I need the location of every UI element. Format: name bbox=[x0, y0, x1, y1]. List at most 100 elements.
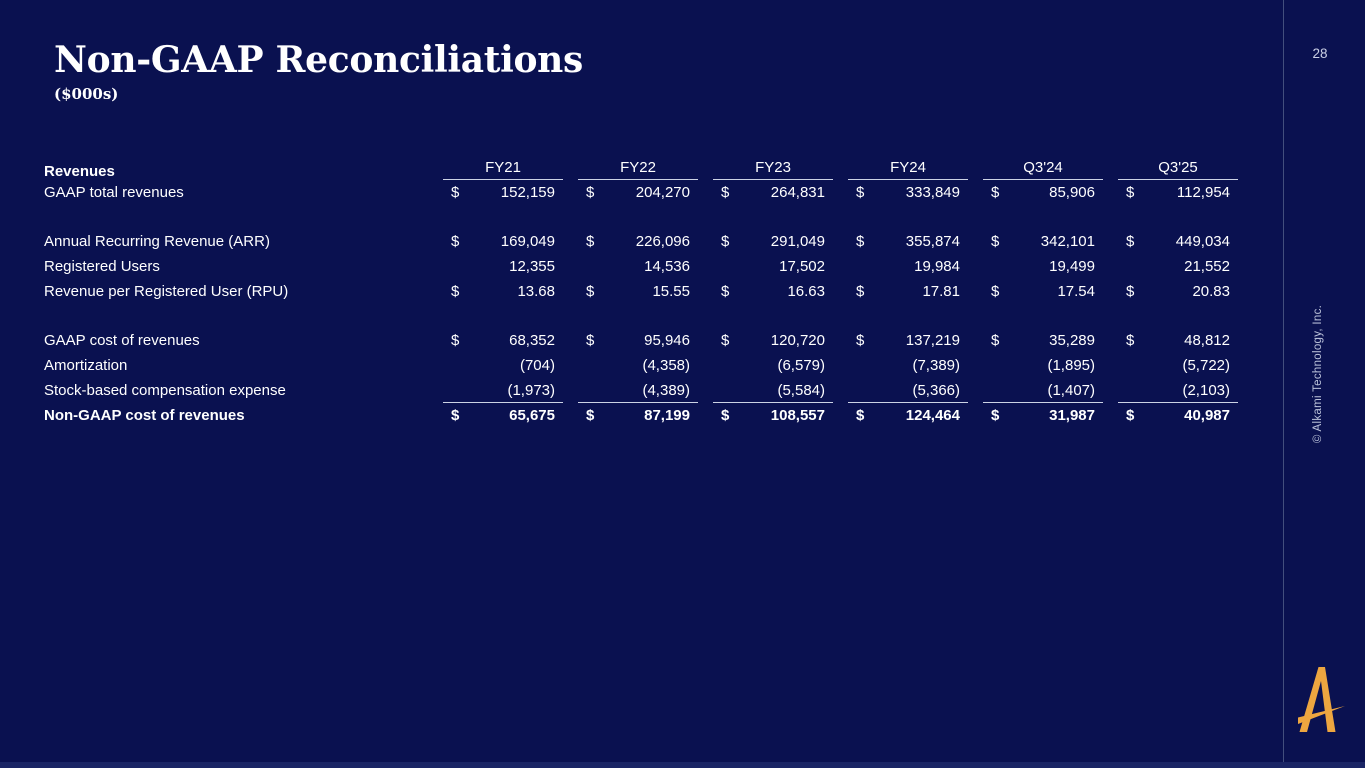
cell-value: 13.68 bbox=[517, 283, 555, 300]
financial-table: Revenues FY21 FY22 FY23 FY24 Q3'24 Q3'25 GAAP… bbox=[44, 154, 1238, 428]
row-label: Registered Users bbox=[44, 258, 160, 275]
cell-value: 17,502 bbox=[779, 258, 825, 275]
cell-value: (7,389) bbox=[912, 357, 960, 374]
table-cell: $40,987 bbox=[1118, 403, 1238, 428]
currency-symbol: $ bbox=[451, 233, 460, 250]
cell-value: 226,096 bbox=[635, 233, 690, 250]
currency-symbol: $ bbox=[991, 184, 1000, 201]
currency-symbol: $ bbox=[1126, 184, 1135, 201]
cell-value: 449,034 bbox=[1175, 233, 1230, 250]
cell-value: (4,358) bbox=[642, 357, 690, 374]
currency-symbol: $ bbox=[856, 184, 865, 201]
cell-value: 169,049 bbox=[500, 233, 555, 250]
currency-symbol: $ bbox=[721, 332, 730, 349]
page-title: Non-GAAP Reconciliations bbox=[54, 39, 584, 81]
cell-value: (5,584) bbox=[777, 381, 825, 399]
table-cell: $68,352 bbox=[443, 328, 563, 353]
cell-value: 12,355 bbox=[509, 258, 555, 275]
table-cell: 21,552 bbox=[1118, 254, 1238, 279]
table-cell: $169,049 bbox=[443, 229, 563, 254]
currency-symbol: $ bbox=[586, 332, 595, 349]
row-label: GAAP cost of revenues bbox=[44, 332, 200, 349]
table-cell: $204,270 bbox=[578, 180, 698, 205]
currency-symbol: $ bbox=[451, 407, 460, 424]
table-cell: $95,946 bbox=[578, 328, 698, 353]
table-cell: $17.54 bbox=[983, 279, 1103, 304]
row-label: Stock-based compensation expense bbox=[44, 382, 286, 399]
table-cell: 12,355 bbox=[443, 254, 563, 279]
sidebar-divider-line bbox=[1283, 0, 1284, 768]
table-cell: $152,159 bbox=[443, 180, 563, 205]
column-header: FY21 bbox=[443, 154, 563, 180]
cell-value: 16.63 bbox=[787, 283, 825, 300]
table-cell: $16.63 bbox=[713, 279, 833, 304]
table-cell: (1,895) bbox=[983, 353, 1103, 378]
table-cell: $112,954 bbox=[1118, 180, 1238, 205]
column-header: Q3'24 bbox=[983, 154, 1103, 180]
table-row: Stock-based compensation expense (1,973) (… bbox=[44, 378, 1238, 403]
table-cell: $120,720 bbox=[713, 328, 833, 353]
currency-symbol: $ bbox=[586, 407, 595, 424]
cell-value: 68,352 bbox=[509, 332, 555, 349]
table-cell: (2,103) bbox=[1118, 378, 1238, 403]
cell-value: 14,536 bbox=[644, 258, 690, 275]
cell-value: 48,812 bbox=[1184, 332, 1230, 349]
table-cell: $264,831 bbox=[713, 180, 833, 205]
currency-symbol: $ bbox=[856, 407, 865, 424]
cell-value: (1,407) bbox=[1047, 381, 1095, 399]
row-label: Amortization bbox=[44, 357, 128, 374]
cell-value: 204,270 bbox=[635, 184, 690, 201]
currency-symbol: $ bbox=[856, 233, 865, 250]
currency-symbol: $ bbox=[586, 283, 595, 300]
cell-value: 124,464 bbox=[905, 407, 960, 424]
copyright-text: © Alkami Technology, Inc. bbox=[1312, 304, 1324, 444]
currency-symbol: $ bbox=[721, 283, 730, 300]
cell-value: 152,159 bbox=[500, 184, 555, 201]
cell-value: 31,987 bbox=[1049, 407, 1095, 424]
table-cell: $333,849 bbox=[848, 180, 968, 205]
table-cell: $291,049 bbox=[713, 229, 833, 254]
table-cell: $31,987 bbox=[983, 403, 1103, 428]
table-cell: $226,096 bbox=[578, 229, 698, 254]
table-cell: $342,101 bbox=[983, 229, 1103, 254]
table-row: Non-GAAP cost of revenues $65,675 $87,199 $… bbox=[44, 403, 1238, 428]
table-cell: $124,464 bbox=[848, 403, 968, 428]
row-label: Revenue per Registered User (RPU) bbox=[44, 283, 289, 300]
table-cell: (6,579) bbox=[713, 353, 833, 378]
table-row: Amortization (704) (4,358) (6,579) (7,389) (1… bbox=[44, 353, 1238, 378]
table-cell: (5,366) bbox=[848, 378, 968, 403]
cell-value: 65,675 bbox=[509, 407, 555, 424]
cell-value: (6,579) bbox=[777, 357, 825, 374]
cell-value: 112,954 bbox=[1176, 184, 1230, 201]
table-cell: $65,675 bbox=[443, 403, 563, 428]
cell-value: (1,895) bbox=[1047, 357, 1095, 374]
cell-value: (1,973) bbox=[507, 381, 555, 399]
row-label: GAAP total revenues bbox=[44, 184, 184, 201]
table-cell: (4,358) bbox=[578, 353, 698, 378]
cell-value: 35,289 bbox=[1049, 332, 1095, 349]
table-row: Revenue per Registered User (RPU) $13.68 $… bbox=[44, 279, 1238, 304]
table-cell: $15.55 bbox=[578, 279, 698, 304]
column-header: Q3'25 bbox=[1118, 154, 1238, 180]
cell-value: 20.83 bbox=[1192, 283, 1230, 300]
table-row: Registered Users 12,355 14,536 17,502 19,984… bbox=[44, 254, 1238, 279]
cell-value: 137,219 bbox=[905, 332, 960, 349]
currency-symbol: $ bbox=[451, 332, 460, 349]
table-header-row: Revenues FY21 FY22 FY23 FY24 Q3'24 Q3'25 bbox=[44, 154, 1238, 180]
cell-value: 120,720 bbox=[770, 332, 825, 349]
table-cell: $137,219 bbox=[848, 328, 968, 353]
currency-symbol: $ bbox=[856, 283, 865, 300]
currency-symbol: $ bbox=[991, 407, 1000, 424]
row-label: Annual Recurring Revenue (ARR) bbox=[44, 233, 270, 250]
currency-symbol: $ bbox=[991, 283, 1000, 300]
cell-value: (5,722) bbox=[1182, 357, 1230, 374]
cell-value: 87,199 bbox=[644, 407, 690, 424]
column-header: FY24 bbox=[848, 154, 968, 180]
table-cell: $17.81 bbox=[848, 279, 968, 304]
cell-value: 108,557 bbox=[770, 407, 825, 424]
table-row: GAAP cost of revenues $68,352 $95,946 $120,… bbox=[44, 328, 1238, 353]
currency-symbol: $ bbox=[721, 407, 730, 424]
table-cell: 17,502 bbox=[713, 254, 833, 279]
table-cell: $20.83 bbox=[1118, 279, 1238, 304]
table-cell: $449,034 bbox=[1118, 229, 1238, 254]
